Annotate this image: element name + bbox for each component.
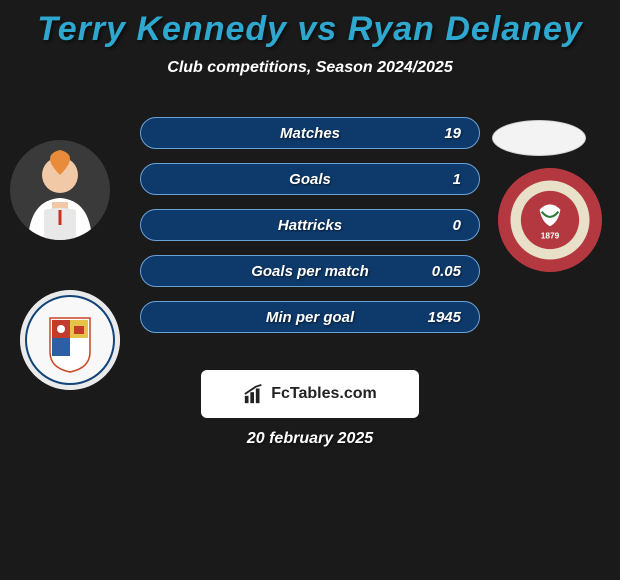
stats-area: Matches 19 Goals 1 Hattricks 0 Goals per match… <box>0 117 620 333</box>
stat-label: Goals <box>289 171 331 188</box>
page-title: Terry Kennedy vs Ryan Delaney <box>0 0 620 49</box>
stat-value: 19 <box>444 125 461 142</box>
stat-row: Goals 1 <box>0 163 620 195</box>
stat-pill: Min per goal 1945 <box>140 301 480 333</box>
stat-pill: Hattricks 0 <box>140 209 480 241</box>
stat-pill: Matches 19 <box>140 117 480 149</box>
stat-pill: Goals per match 0.05 <box>140 255 480 287</box>
branding-text: FcTables.com <box>271 385 377 403</box>
stat-pill: Goals 1 <box>140 163 480 195</box>
stat-label: Goals per match <box>251 263 369 280</box>
stat-value: 1 <box>453 171 461 188</box>
stat-row: Hattricks 0 <box>0 209 620 241</box>
stat-value: 1945 <box>428 309 461 326</box>
subtitle: Club competitions, Season 2024/2025 <box>0 59 620 77</box>
chart-icon <box>243 383 265 405</box>
stat-label: Matches <box>280 125 340 142</box>
stat-row: Goals per match 0.05 <box>0 255 620 287</box>
branding-badge: FcTables.com <box>201 370 419 418</box>
stat-row: Matches 19 <box>0 117 620 149</box>
stat-label: Min per goal <box>266 309 354 326</box>
date-text: 20 february 2025 <box>247 430 373 448</box>
stat-value: 0 <box>453 217 461 234</box>
stat-row: Min per goal 1945 <box>0 301 620 333</box>
stat-label: Hattricks <box>278 217 342 234</box>
stat-value: 0.05 <box>432 263 461 280</box>
